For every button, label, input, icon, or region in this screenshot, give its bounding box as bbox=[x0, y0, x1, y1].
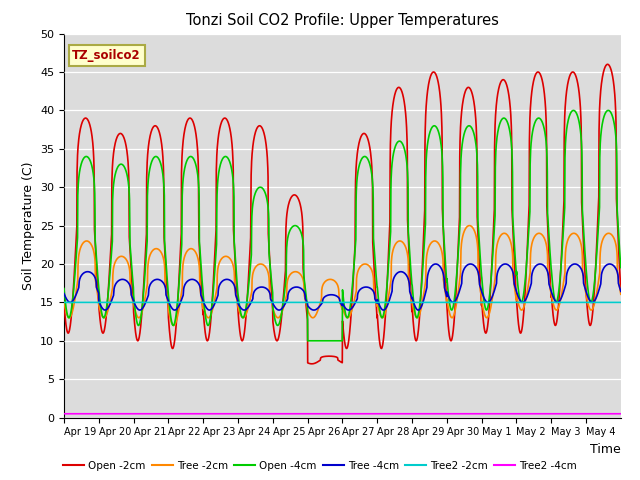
Text: TZ_soilco2: TZ_soilco2 bbox=[72, 49, 141, 62]
Title: Tonzi Soil CO2 Profile: Upper Temperatures: Tonzi Soil CO2 Profile: Upper Temperatur… bbox=[186, 13, 499, 28]
Y-axis label: Soil Temperature (C): Soil Temperature (C) bbox=[22, 161, 35, 290]
X-axis label: Time: Time bbox=[590, 443, 621, 456]
Legend: Open -2cm, Tree -2cm, Open -4cm, Tree -4cm, Tree2 -2cm, Tree2 -4cm: Open -2cm, Tree -2cm, Open -4cm, Tree -4… bbox=[59, 456, 581, 475]
